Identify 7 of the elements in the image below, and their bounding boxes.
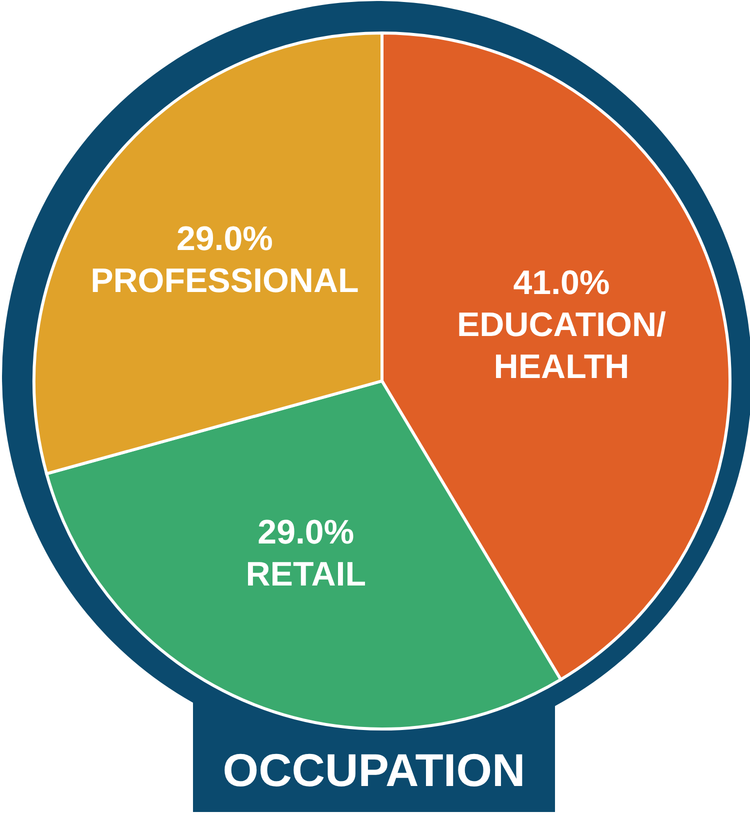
data-label: 29.0%	[176, 220, 273, 258]
slice-label: RETAIL	[246, 556, 366, 594]
slice-label: PROFESSIONAL	[90, 262, 359, 300]
data-label: 41.0%	[513, 264, 610, 302]
slice-label: EDUCATION/ HEALTH	[456, 306, 667, 386]
data-label: 29.0%	[258, 514, 354, 552]
text: OCCUPATION	[222, 743, 526, 798]
